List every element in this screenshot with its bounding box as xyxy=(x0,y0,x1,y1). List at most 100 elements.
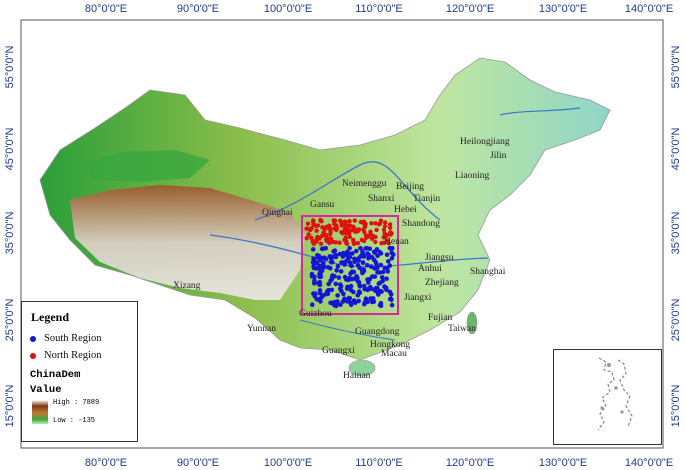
south-point xyxy=(317,290,323,296)
north-point xyxy=(387,222,393,227)
south-point xyxy=(348,276,354,282)
elevation-color-ramp xyxy=(32,400,48,424)
north-point xyxy=(328,226,333,231)
legend-low-label: Low : -135 xyxy=(53,417,96,425)
north-point xyxy=(373,221,378,226)
south-point xyxy=(340,254,346,259)
south-point xyxy=(389,250,395,256)
lat-tick-right-55: 55°0'0"N xyxy=(670,46,682,89)
south-point xyxy=(329,287,335,293)
south-point xyxy=(362,300,368,305)
north-point xyxy=(347,234,352,240)
north-point xyxy=(327,240,332,246)
north-point xyxy=(378,218,384,223)
lat-tick-left-25: 25°0'0"N xyxy=(4,299,16,342)
north-point xyxy=(333,225,338,231)
south-point xyxy=(387,289,393,295)
north-point xyxy=(376,222,382,227)
south-point xyxy=(315,252,320,258)
south-point xyxy=(321,260,326,266)
north-point xyxy=(381,240,387,245)
north-point xyxy=(315,234,320,240)
south-point xyxy=(355,293,361,298)
north-point xyxy=(344,241,350,246)
north-point xyxy=(315,223,321,228)
label-shanxi: Shanxi xyxy=(368,194,395,204)
north-point xyxy=(373,234,378,240)
north-region-points xyxy=(304,217,394,246)
south-point xyxy=(314,297,320,302)
north-point xyxy=(332,221,337,226)
south-point xyxy=(364,245,370,251)
south-point xyxy=(386,259,391,264)
legend-title: Legend xyxy=(31,310,70,324)
north-point xyxy=(346,223,351,229)
south-point xyxy=(357,282,362,288)
north-point xyxy=(330,239,336,244)
north-point xyxy=(373,239,378,245)
label-guizhou: Guizhou xyxy=(299,309,332,319)
label-gansu: Gansu xyxy=(310,200,335,210)
north-point xyxy=(384,232,390,238)
south-region-points xyxy=(309,245,396,309)
south-point xyxy=(318,299,323,304)
south-point xyxy=(338,269,344,274)
lat-tick-right-15: 15°0'0"N xyxy=(670,385,682,428)
north-point xyxy=(374,227,379,233)
south-point xyxy=(356,298,362,304)
label-shandong: Shandong xyxy=(402,219,440,229)
south-point xyxy=(389,302,395,308)
south-point xyxy=(354,274,359,279)
north-point xyxy=(361,227,366,232)
lat-tick-right-45: 45°0'0"N xyxy=(670,128,682,171)
north-point xyxy=(324,232,329,238)
lat-tick-left-45: 45°0'0"N xyxy=(4,128,16,171)
south-point xyxy=(326,281,332,287)
south-point xyxy=(379,275,385,280)
south-point xyxy=(365,277,370,282)
south-point xyxy=(348,302,354,308)
lon-tick-top-100: 100°0'0"E xyxy=(264,3,312,15)
north-point xyxy=(356,227,361,232)
legend-label-north: North Region xyxy=(44,350,102,361)
north-point xyxy=(366,233,372,238)
south-point xyxy=(324,289,330,295)
south-point xyxy=(332,303,337,308)
south-point xyxy=(311,265,317,271)
south-point xyxy=(356,289,362,294)
label-henan: Henan xyxy=(384,237,409,247)
south-point xyxy=(373,288,378,294)
label-zhejiang: Zhejiang xyxy=(425,278,459,288)
legend-item-north: North Region xyxy=(30,350,101,361)
south-point xyxy=(340,260,345,266)
south-point xyxy=(329,277,335,282)
south-point xyxy=(349,269,355,275)
north-point xyxy=(387,225,393,230)
north-point xyxy=(343,235,348,240)
south-point xyxy=(347,245,352,251)
south-point xyxy=(341,291,346,297)
legend-high-label: High : 7889 xyxy=(53,399,100,407)
north-point xyxy=(351,241,357,246)
north-point xyxy=(306,232,311,237)
legend-label-south: South Region xyxy=(44,333,102,344)
legend-layer-name: ChinaDem xyxy=(30,369,81,381)
south-point xyxy=(378,262,384,268)
south-point xyxy=(360,260,366,266)
south-point xyxy=(348,262,353,268)
north-point xyxy=(355,241,360,246)
south-point xyxy=(323,256,329,262)
south-point xyxy=(389,255,395,261)
south-point xyxy=(328,300,333,306)
label-jiangxi: Jiangxi xyxy=(404,293,432,303)
lon-tick-top-120: 120°0'0"E xyxy=(446,3,494,15)
south-point xyxy=(380,269,386,275)
south-point xyxy=(332,248,338,253)
south-point xyxy=(358,245,363,251)
south-point xyxy=(317,274,322,280)
south-point xyxy=(334,268,340,273)
south-point xyxy=(317,264,323,269)
label-anhui: Anhui xyxy=(418,264,442,274)
north-point xyxy=(363,221,368,227)
north-point xyxy=(385,238,390,243)
